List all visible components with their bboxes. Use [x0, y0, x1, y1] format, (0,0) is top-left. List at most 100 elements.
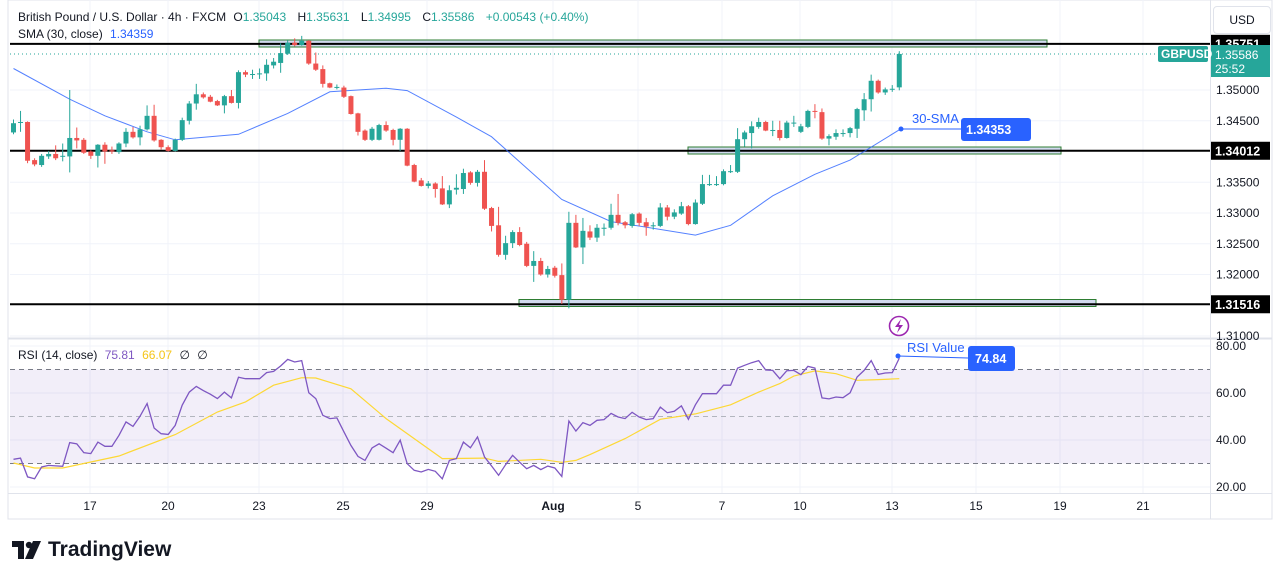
candle[interactable]: [341, 85, 347, 98]
candle[interactable]: [432, 182, 438, 198]
candle[interactable]: [228, 90, 234, 104]
candle[interactable]: [109, 146, 115, 154]
candle[interactable]: [32, 158, 38, 167]
rsi-axis[interactable]: 80.00 60.00 40.00 20.00: [1216, 339, 1246, 494]
candle[interactable]: [608, 203, 614, 230]
candle[interactable]: [242, 70, 248, 78]
low-zone[interactable]: [518, 299, 1097, 307]
candle[interactable]: [671, 209, 677, 220]
candle[interactable]: [622, 220, 628, 229]
candle[interactable]: [271, 58, 277, 69]
candle[interactable]: [833, 129, 839, 140]
candle[interactable]: [144, 105, 150, 131]
candle[interactable]: [285, 40, 291, 55]
candle[interactable]: [250, 69, 256, 79]
candle[interactable]: [861, 93, 867, 121]
candle[interactable]: [60, 143, 66, 162]
candle[interactable]: [559, 263, 565, 305]
candle[interactable]: [299, 35, 305, 46]
candle[interactable]: [510, 230, 516, 249]
candle[interactable]: [123, 128, 129, 148]
candle[interactable]: [777, 120, 783, 141]
candle[interactable]: [46, 150, 52, 159]
candle[interactable]: [840, 129, 846, 137]
candle[interactable]: [482, 160, 488, 210]
candle[interactable]: [489, 206, 495, 232]
candle[interactable]: [657, 203, 663, 228]
candle[interactable]: [770, 120, 776, 137]
tradingview-logo[interactable]: TradingView: [12, 538, 171, 562]
candle[interactable]: [784, 120, 790, 139]
candle[interactable]: [362, 129, 368, 142]
candle[interactable]: [538, 257, 544, 276]
candle[interactable]: [418, 177, 424, 187]
candle[interactable]: [664, 205, 670, 221]
rsi-legend[interactable]: RSI (14, close) 75.81 66.07 ∅ ∅: [18, 348, 212, 362]
candle[interactable]: [875, 79, 881, 94]
candle[interactable]: [882, 87, 888, 95]
candle[interactable]: [446, 185, 452, 209]
candle[interactable]: [81, 137, 87, 154]
candle[interactable]: [756, 117, 762, 129]
candle[interactable]: [587, 225, 593, 241]
candle[interactable]: [699, 174, 705, 206]
candle[interactable]: [692, 199, 698, 225]
candle[interactable]: [404, 128, 410, 167]
candle[interactable]: [594, 224, 600, 242]
candle[interactable]: [172, 138, 178, 152]
candle[interactable]: [636, 212, 642, 226]
candle[interactable]: [355, 112, 361, 136]
candle[interactable]: [67, 90, 73, 173]
candle[interactable]: [278, 43, 284, 73]
rsi-callout-box[interactable]: [968, 346, 1015, 371]
time-axis[interactable]: 17 20 23 25 29 Aug 5 7 10 13 15 19 21: [83, 499, 1150, 513]
candle[interactable]: [74, 127, 80, 149]
candle[interactable]: [889, 85, 895, 92]
candle[interactable]: [207, 94, 213, 103]
candle[interactable]: [257, 68, 263, 79]
candle[interactable]: [11, 119, 16, 135]
candle[interactable]: [460, 168, 466, 194]
candle[interactable]: [186, 101, 192, 125]
candle[interactable]: [566, 211, 572, 309]
candle[interactable]: [320, 65, 326, 88]
candle[interactable]: [524, 241, 530, 268]
candle[interactable]: [200, 92, 206, 99]
candle[interactable]: [580, 217, 586, 265]
candle[interactable]: [826, 134, 832, 146]
candle[interactable]: [749, 121, 755, 149]
candle[interactable]: [496, 206, 502, 257]
candle[interactable]: [165, 145, 171, 152]
candle[interactable]: [18, 110, 24, 132]
candle[interactable]: [53, 145, 59, 161]
candle[interactable]: [629, 213, 635, 228]
currency-button[interactable]: USD: [1213, 6, 1271, 34]
candle[interactable]: [798, 123, 804, 134]
candle[interactable]: [137, 125, 143, 146]
lightning-icon[interactable]: [888, 315, 910, 337]
candle[interactable]: [376, 123, 382, 141]
candle[interactable]: [313, 52, 319, 71]
candle[interactable]: [601, 223, 607, 236]
candle[interactable]: [685, 205, 691, 226]
candle[interactable]: [130, 126, 136, 139]
candle[interactable]: [158, 139, 164, 150]
candle[interactable]: [721, 169, 727, 186]
candle[interactable]: [474, 169, 480, 187]
rsi-callout-point[interactable]: [895, 353, 901, 359]
candle[interactable]: [453, 174, 459, 195]
candle[interactable]: [742, 130, 748, 147]
candle[interactable]: [545, 265, 551, 278]
candle[interactable]: [531, 251, 537, 282]
candle[interactable]: [334, 84, 340, 90]
candle[interactable]: [411, 163, 417, 183]
candle[interactable]: [714, 176, 719, 186]
candle[interactable]: [116, 142, 122, 154]
candle[interactable]: [88, 150, 94, 159]
candle[interactable]: [763, 120, 769, 132]
candle[interactable]: [235, 70, 241, 109]
candle[interactable]: [439, 176, 445, 206]
candle[interactable]: [264, 59, 270, 81]
candle[interactable]: [327, 82, 333, 89]
